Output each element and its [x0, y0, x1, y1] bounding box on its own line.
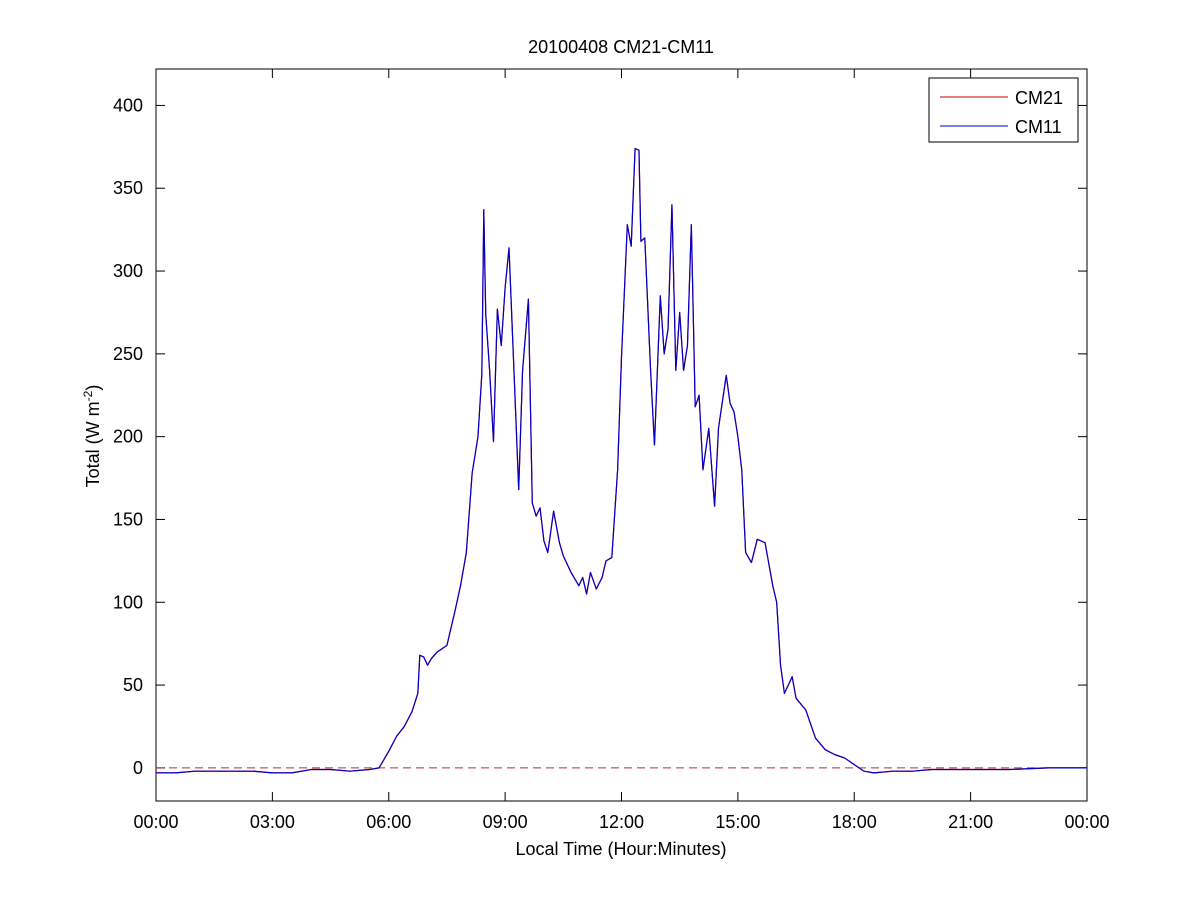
plot-area — [155, 68, 1088, 802]
y-tick-label: 100 — [113, 592, 143, 612]
x-tick-label: 18:00 — [832, 812, 877, 832]
y-tick-label: 350 — [113, 178, 143, 198]
x-tick-label: 00:00 — [133, 812, 178, 832]
y-tick-label: 0 — [133, 758, 143, 778]
y-tick-label: 150 — [113, 509, 143, 529]
legend-label-cm21: CM21 — [1015, 88, 1063, 108]
legend-box — [928, 77, 1079, 143]
series-line-cm11 — [156, 147, 1087, 774]
y-axis-label-close: ) — [83, 385, 103, 391]
y-axis: 0 50 100 150 200 250 300 350 400 — [113, 95, 1087, 778]
x-tick-label: 12:00 — [599, 812, 644, 832]
y-tick-label: 400 — [113, 95, 143, 115]
x-tick-label: 21:00 — [948, 812, 993, 832]
legend-label-cm11: CM11 — [1015, 117, 1062, 137]
chart-title: 20100408 CM21-CM11 — [528, 37, 714, 57]
legend: CM21 CM11 — [928, 77, 1079, 143]
x-tick-label: 06:00 — [366, 812, 411, 832]
y-tick-label: 200 — [113, 427, 143, 447]
y-tick-label: 250 — [113, 344, 143, 364]
x-axis: 00:00 03:00 06:00 09:00 12:00 15:00 18:00 21:00… — [133, 69, 1110, 832]
x-tick-label: 15:00 — [715, 812, 760, 832]
y-tick-label: 300 — [113, 261, 143, 281]
x-tick-label: 03:00 — [250, 812, 295, 832]
y-axis-label-text: Total (W m — [83, 401, 103, 487]
y-axis-label-superscript: -2 — [81, 390, 95, 401]
y-axis-label: Total (W m-2) — [81, 385, 103, 488]
x-axis-label: Local Time (Hour:Minutes) — [515, 839, 726, 859]
series-layer — [156, 147, 1087, 774]
x-tick-label: 09:00 — [483, 812, 528, 832]
y-tick-label: 50 — [123, 675, 143, 695]
x-tick-label: 00:00 — [1064, 812, 1109, 832]
